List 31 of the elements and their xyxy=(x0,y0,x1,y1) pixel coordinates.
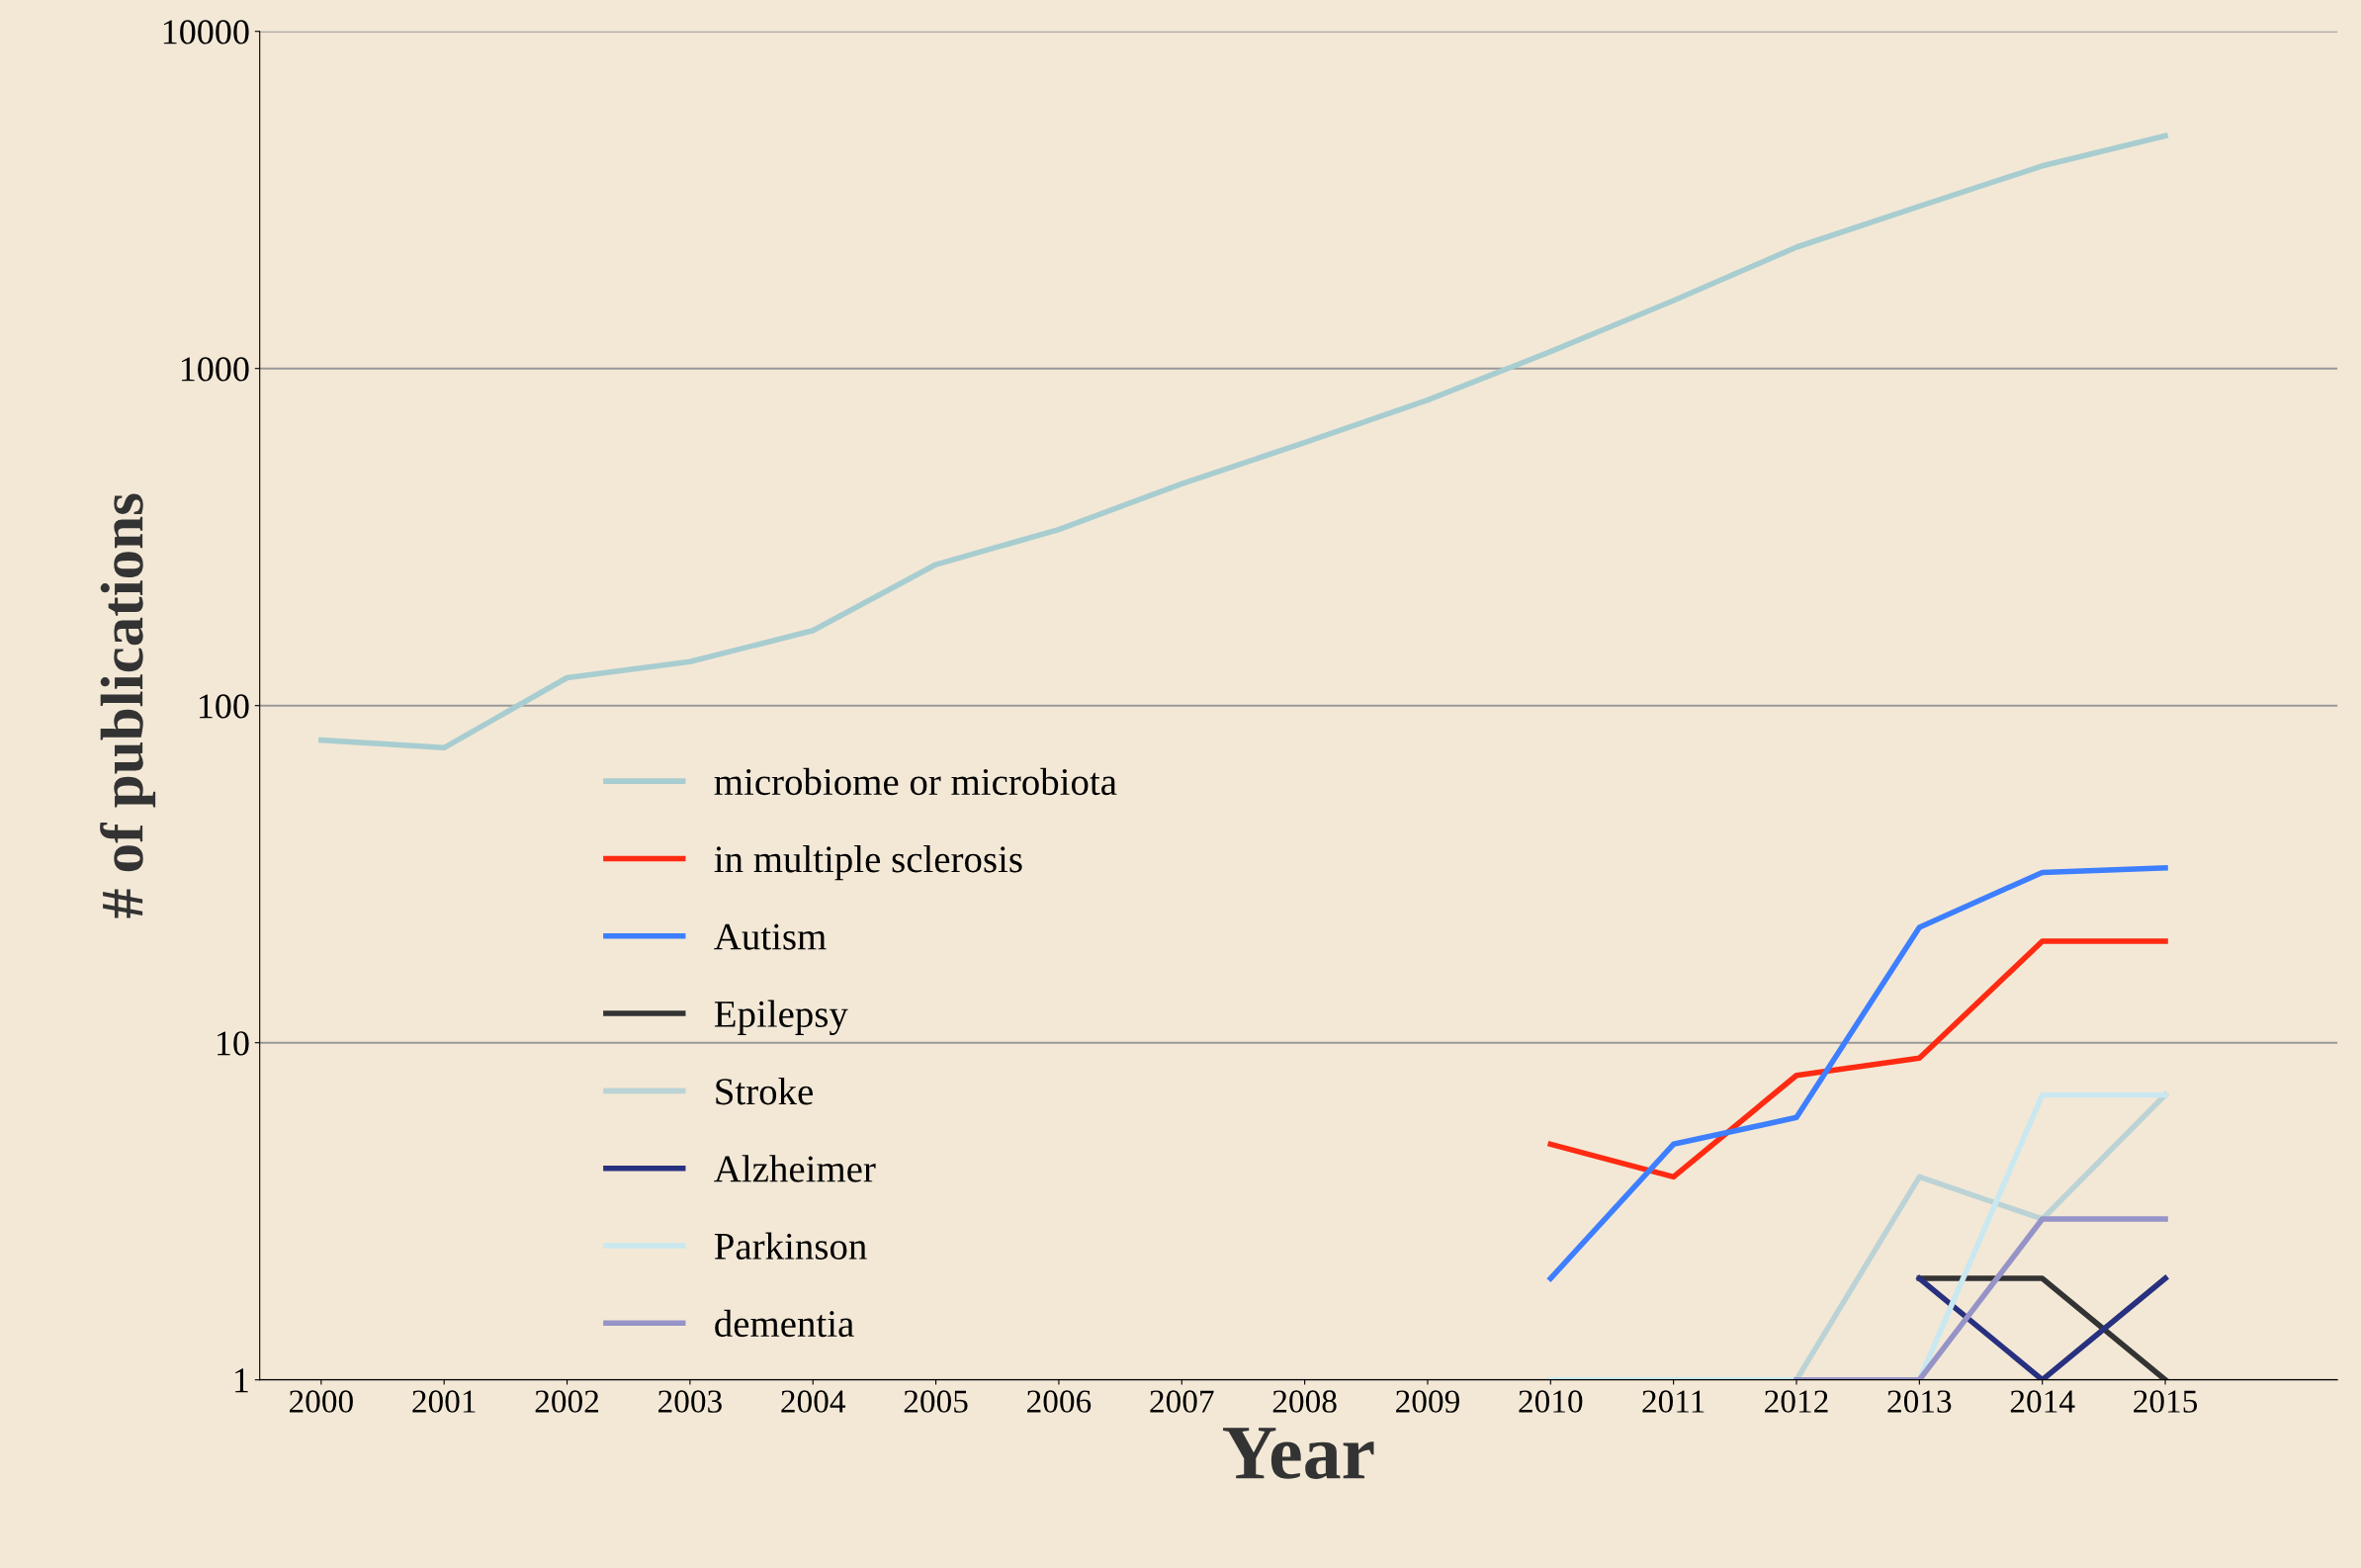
x-tick-label: 2011 xyxy=(1642,1390,1705,1413)
x-tick-label: 2015 xyxy=(2134,1390,2198,1413)
x-tick-label: 2007 xyxy=(1150,1390,1214,1413)
x-tick-label: 2000 xyxy=(289,1390,353,1413)
y-tick-label: 1000 xyxy=(181,357,249,382)
legend-label: in multiple sclerosis xyxy=(714,845,1022,881)
x-tick-label: 2013 xyxy=(1887,1390,1952,1413)
y-tick-label: 100 xyxy=(199,694,249,719)
y-axis-title: # of publications xyxy=(100,493,156,918)
legend-label: Epilepsy xyxy=(714,1000,848,1035)
x-tick-label: 2004 xyxy=(781,1390,846,1413)
legend-label: Parkinson xyxy=(714,1232,867,1260)
x-tick-label: 2009 xyxy=(1396,1390,1459,1413)
legend-label: microbiome or microbiota xyxy=(714,767,1117,796)
legend-label: Stroke xyxy=(716,1078,813,1105)
y-tick-label: 1 xyxy=(235,1368,248,1393)
x-tick-label: 2001 xyxy=(412,1390,476,1413)
y-tick-label: 10000 xyxy=(163,20,249,44)
x-tick-label: 2003 xyxy=(658,1390,722,1413)
x-axis-title: Year xyxy=(1223,1428,1374,1479)
x-tick-label: 2014 xyxy=(2010,1390,2075,1413)
x-tick-label: 2010 xyxy=(1519,1390,1583,1413)
x-tick-label: 2006 xyxy=(1027,1390,1092,1413)
y-tick-label: 10 xyxy=(218,1031,249,1056)
x-tick-label: 2002 xyxy=(535,1390,599,1413)
legend-label: Autism xyxy=(714,923,827,950)
x-tick-label: 2008 xyxy=(1272,1390,1337,1413)
legend-label: dementia xyxy=(715,1309,854,1338)
x-tick-label: 2012 xyxy=(1765,1390,1828,1413)
legend-label: Alzheimer xyxy=(714,1155,876,1182)
x-tick-label: 2005 xyxy=(904,1390,968,1413)
